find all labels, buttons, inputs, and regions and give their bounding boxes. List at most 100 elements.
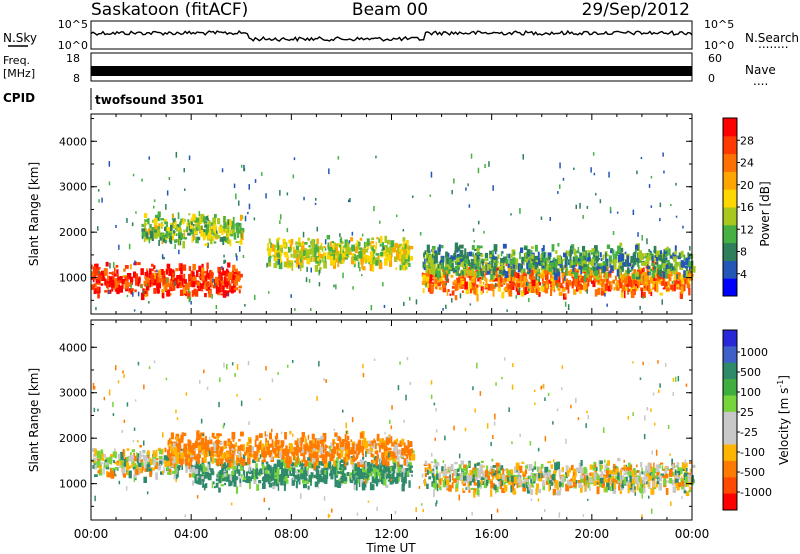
power-cell (98, 275, 103, 281)
power-cell (203, 216, 207, 223)
velocity-cell (166, 466, 169, 471)
velocity-cell (112, 460, 116, 463)
velocity-cell (169, 453, 172, 460)
velocity-cell (374, 450, 377, 454)
velocity-cell (681, 462, 685, 469)
velocity-cell (680, 478, 685, 484)
power-speckle (469, 303, 472, 306)
velocity-data (91, 357, 696, 519)
power-speckle (522, 154, 524, 160)
power-cell (535, 273, 538, 281)
velocity-cell (340, 447, 344, 450)
velocity-cell (353, 482, 356, 491)
power-cell (95, 279, 98, 284)
velocity-cell (429, 468, 433, 472)
velocity-cell (406, 455, 408, 459)
velocity-cell (382, 438, 384, 444)
power-cell (111, 286, 114, 292)
power-cell (429, 267, 433, 275)
power-cell (632, 283, 635, 291)
power-cell (168, 268, 172, 276)
velocity-cell (273, 446, 276, 450)
power-cell (171, 277, 175, 283)
velocity-cell (375, 479, 379, 487)
velocity-cell (310, 478, 312, 486)
power-cell (591, 252, 595, 255)
power-cell (670, 267, 672, 271)
power-cell (476, 258, 480, 267)
power-cell (200, 215, 205, 223)
velocity-cell (401, 450, 404, 455)
power-speckle (216, 230, 218, 234)
power-cell (623, 291, 626, 299)
velocity-cell (398, 466, 401, 472)
power-cell (434, 277, 438, 282)
velocity-cell (565, 483, 570, 492)
velocity-cell (499, 482, 503, 490)
velocity-cell (292, 452, 295, 461)
power-cell (113, 273, 117, 277)
power-cell (238, 285, 242, 289)
power-cell (230, 234, 234, 237)
velocity-cell (368, 440, 371, 445)
velocity-cell (175, 455, 179, 463)
power-cell (441, 272, 444, 280)
velocity-cell (93, 464, 97, 470)
velocity-cell (320, 469, 324, 475)
power-speckle (659, 217, 661, 222)
power-cell (274, 245, 278, 248)
power-cell (573, 248, 576, 255)
power-cell (526, 249, 531, 257)
velocity-cell (398, 476, 402, 480)
velocity-cell (325, 451, 329, 455)
velocity-cell (203, 442, 207, 450)
power-cell (480, 270, 485, 277)
power-cell (659, 279, 663, 285)
velocity-cell (350, 457, 354, 465)
velocity-cell (158, 455, 163, 460)
velocity-cell (225, 465, 230, 468)
velocity-cell (205, 483, 208, 488)
power-cell (394, 256, 398, 263)
power-speckle (640, 157, 643, 160)
power-cell (330, 241, 332, 250)
power-cell (340, 241, 344, 245)
power-cell (233, 271, 238, 275)
velocity-cell (213, 453, 216, 457)
velocity-cell (126, 448, 130, 451)
power-cell (653, 245, 657, 254)
power-cell (544, 288, 549, 294)
velocity-cell (680, 476, 683, 479)
power-cell (590, 258, 595, 267)
power-cell (470, 258, 474, 263)
velocity-cell (148, 466, 151, 470)
power-cell (651, 262, 654, 267)
power-cell (572, 256, 575, 263)
power-cell (595, 270, 599, 276)
power-cell (587, 252, 591, 259)
power-cell (621, 287, 626, 291)
velocity-cell (291, 451, 294, 456)
power-speckle (468, 204, 471, 208)
power-cell (670, 284, 674, 290)
velocity-cell (228, 461, 232, 468)
velocity-cell (176, 441, 180, 447)
power-cell (157, 226, 160, 230)
power-cell (226, 232, 230, 241)
velocity-cell (243, 443, 245, 451)
velocity-cell (372, 464, 376, 468)
velocity-cell (646, 475, 650, 482)
power-cell (456, 283, 460, 291)
power-cell (274, 249, 279, 252)
velocity-cell (239, 478, 242, 484)
velocity-cell (254, 451, 258, 459)
power-cell (687, 261, 692, 267)
velocity-cell (352, 475, 356, 481)
velocity-cell (216, 433, 220, 438)
velocity-cell (189, 457, 193, 463)
velocity-cell (397, 471, 401, 477)
velocity-cell (465, 465, 469, 468)
power-cell (364, 248, 369, 253)
velocity-cell (267, 478, 270, 484)
power-cell (571, 282, 575, 286)
